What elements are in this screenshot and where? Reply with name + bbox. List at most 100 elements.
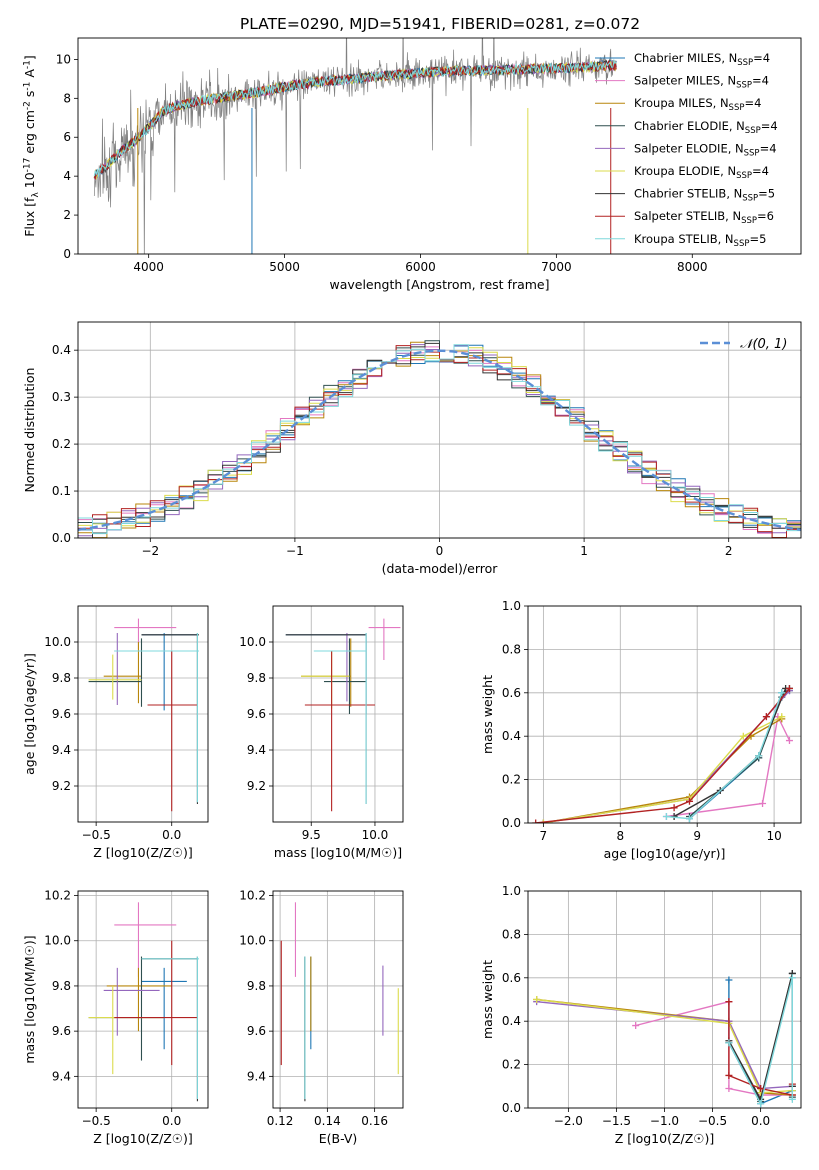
legend-label: Salpeter STELIB, NSSP=6 [634, 209, 774, 226]
text-span: λ [31, 192, 41, 198]
text-span: Z [log10(Z/Z☉)] [93, 1131, 193, 1146]
y-axis-label: mass weight [480, 960, 495, 1039]
mass-vs-extinction-panel: 0.12 0.14 0.16 9.4 9.6 9.8 10.0 10.2 E(B-V) [239, 889, 404, 1146]
y-tick-label: 0.0 [502, 1101, 521, 1115]
x-tick-label: 1 [580, 544, 588, 558]
x-tick-label: 9 [693, 829, 701, 843]
text-span: age [log10(age/yr)] [22, 653, 37, 775]
mass-weight-line [728, 977, 793, 1106]
mass-weight-line [635, 1000, 793, 1096]
legend-name: Chabrier MILES, N [634, 51, 737, 65]
y-tick-label: 2 [63, 208, 71, 222]
y-tick-label: 9.2 [247, 779, 266, 793]
plus-marker [532, 819, 540, 823]
x-tick-label: 7000 [541, 260, 572, 274]
legend-label: Chabrier ELODIE, NSSP=4 [634, 119, 778, 136]
mass-vs-metallicity-panel: −0.5 0.0 9.4 9.6 9.8 10.0 10.2 Z [log10(Z/Z☉)] m… [22, 889, 209, 1146]
plot-area [280, 902, 399, 1102]
x-axis-label: age [log10(age/yr)] [604, 846, 726, 861]
text-span: wavelength [Angstrom, rest frame] [329, 277, 549, 292]
y-tick-label: 9.8 [52, 979, 71, 993]
residual-histogram [78, 344, 801, 535]
y-tick-label: 10 [56, 52, 71, 66]
y-tick-label: 10.0 [44, 934, 71, 948]
plus-marker [685, 797, 693, 805]
x-axis-label: wavelength [Angstrom, rest frame] [329, 277, 549, 292]
plus-marker [725, 1039, 733, 1047]
plus-marker [762, 713, 770, 721]
residual-histogram [78, 345, 801, 538]
y-tick-label: 0.8 [502, 927, 521, 941]
y-tick-label: 9.4 [52, 743, 71, 757]
x-tick-label: 9.5 [302, 828, 321, 842]
y-tick-label: 9.4 [247, 1069, 266, 1083]
y-tick-label: 4 [63, 169, 71, 183]
legend-count: =4 [752, 74, 769, 88]
y-tick-label: 9.8 [52, 671, 71, 685]
plot-area [533, 969, 796, 1108]
legend-subscript: SSP [741, 216, 757, 226]
plus-marker [785, 737, 793, 745]
spectrum-panel: 4000 5000 6000 7000 8000 0 2 4 6 8 10 wavelength [A… [22, 37, 802, 292]
x-axis-label: Z [log10(Z/Z☉)] [615, 1131, 715, 1146]
text-span: s [22, 91, 37, 102]
legend-count: =5 [749, 232, 766, 246]
legend-label: Chabrier MILES, NSSP=4 [634, 51, 770, 68]
axes-frame [77, 37, 802, 255]
y-tick-label: 9.4 [247, 743, 266, 757]
axes-frame [272, 890, 404, 1109]
text-span: age [log10(age/yr)] [604, 846, 726, 861]
x-axis-label: mass [log10(M/M☉)] [274, 845, 402, 860]
y-tick-label: 9.6 [52, 707, 71, 721]
y-axis-label: mass weight [480, 675, 495, 754]
residual-histogram-panel: −2 −1 0 1 2 0.0 0.1 0.2 0.3 0.4 (data-model)/error… [22, 321, 802, 576]
legend-subscript: SSP [729, 103, 745, 113]
x-tick-label: −1 [286, 544, 304, 558]
legend-name: Kroupa ELODIE, N [634, 164, 736, 178]
y-tick-label: 6 [63, 130, 71, 144]
y-tick-label: 0.4 [502, 729, 521, 743]
legend-name: Kroupa STELIB, N [634, 232, 734, 246]
figure-title: PLATE=0290, MJD=51941, FIBERID=0281, z=0… [240, 15, 640, 33]
plot-area [88, 618, 199, 812]
y-tick-label: 0.6 [502, 686, 521, 700]
axes-frame [77, 890, 209, 1109]
x-axis-label: Z [log10(Z/Z☉)] [93, 845, 193, 860]
plus-marker [755, 752, 763, 760]
text-span: (data-model)/error [382, 561, 499, 576]
plot-area [285, 618, 401, 812]
legend-label: Salpeter MILES, NSSP=4 [634, 74, 769, 91]
x-tick-label: −2.0 [554, 1114, 583, 1128]
plus-marker [788, 974, 796, 982]
x-tick-label: 0.16 [361, 1114, 388, 1128]
y-tick-label: 0.4 [502, 1014, 521, 1028]
x-axis-label: (data-model)/error [382, 561, 499, 576]
legend-name: Salpeter STELIB, N [634, 209, 741, 223]
x-tick-label: 0.0 [162, 1114, 181, 1128]
legend-count: =4 [753, 51, 770, 65]
text-span: mass weight [480, 675, 495, 754]
y-tick-label: 0.2 [502, 773, 521, 787]
legend-count: =5 [758, 187, 775, 201]
y-tick-label: 10.0 [239, 635, 266, 649]
y-axis-label: age [log10(age/yr)] [22, 653, 37, 775]
y-tick-label: 9.6 [52, 1024, 71, 1038]
text-span: E(B-V) [319, 1131, 358, 1146]
model-spectrum [93, 58, 617, 178]
legend-subscript: SSP [734, 239, 750, 249]
mass-weight-vs-metallicity-panel: −2.0 −1.5 −1.0 −0.5 0.0 0.0 0.2 0.4 0.6 0.8 1.0 Z [… [480, 884, 802, 1146]
legend-count: =4 [752, 164, 769, 178]
x-tick-label: 4000 [133, 260, 164, 274]
x-tick-label: 7 [540, 829, 548, 843]
y-tick-label: 0.0 [52, 531, 71, 545]
y-tick-label: 0.1 [52, 484, 71, 498]
y-tick-label: 0.3 [52, 390, 71, 404]
legend-name: Chabrier ELODIE, N [634, 119, 745, 133]
legend-subscript: SSP [744, 148, 760, 158]
residual-histogram [78, 342, 801, 538]
y-tick-label: 1.0 [502, 599, 521, 613]
x-tick-label: 0.0 [162, 828, 181, 842]
x-tick-label: −2 [141, 544, 159, 558]
legend-label: Kroupa STELIB, NSSP=5 [634, 232, 766, 249]
plus-marker [685, 815, 693, 823]
